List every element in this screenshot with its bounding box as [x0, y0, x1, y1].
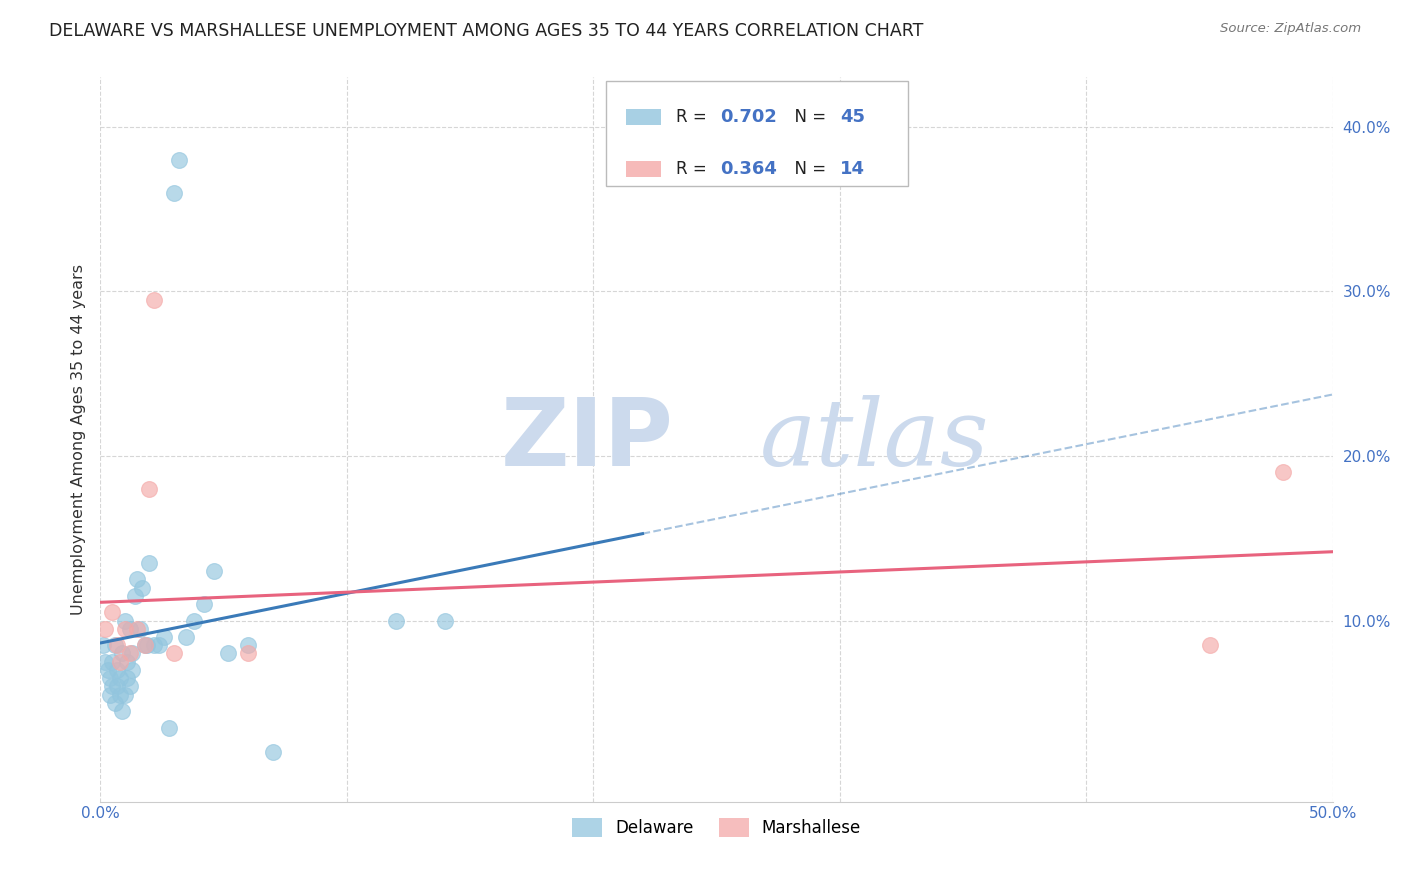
Point: [118, 622, 141, 636]
Point: [114, 688, 136, 702]
Point: [131, 581, 153, 595]
Text: ZIP: ZIP: [501, 393, 673, 485]
Point: [127, 622, 149, 636]
Point: [108, 688, 131, 702]
Point: [136, 638, 159, 652]
Point: [98, 688, 121, 702]
Point: [163, 186, 186, 200]
Legend: Delaware, Marshallese: Delaware, Marshallese: [565, 812, 868, 844]
Point: [111, 647, 134, 661]
Point: [91, 638, 114, 652]
Point: [153, 630, 176, 644]
Point: [434, 614, 457, 628]
FancyBboxPatch shape: [606, 81, 907, 186]
Point: [101, 605, 124, 619]
Bar: [627, 161, 661, 178]
Point: [176, 630, 198, 644]
Point: [108, 671, 131, 685]
Text: R =: R =: [676, 108, 711, 127]
Text: 0.364: 0.364: [720, 161, 778, 178]
Y-axis label: Unemployment Among Ages 35 to 44 years: Unemployment Among Ages 35 to 44 years: [72, 264, 86, 615]
Point: [385, 614, 408, 628]
Point: [108, 655, 131, 669]
Text: Source: ZipAtlas.com: Source: ZipAtlas.com: [1220, 22, 1361, 36]
Point: [94, 655, 117, 669]
Point: [105, 663, 128, 677]
Bar: [627, 110, 661, 125]
Point: [138, 556, 160, 570]
Text: DELAWARE VS MARSHALLESE UNEMPLOYMENT AMONG AGES 35 TO 44 YEARS CORRELATION CHART: DELAWARE VS MARSHALLESE UNEMPLOYMENT AMO…: [49, 22, 924, 40]
Point: [143, 638, 166, 652]
Point: [262, 745, 284, 759]
Text: atlas: atlas: [759, 394, 988, 484]
Point: [101, 679, 124, 693]
Point: [114, 614, 136, 628]
Point: [183, 614, 205, 628]
Point: [105, 638, 128, 652]
Point: [94, 622, 117, 636]
Point: [98, 671, 121, 685]
Point: [163, 647, 186, 661]
Point: [134, 638, 156, 652]
Point: [143, 293, 166, 307]
Text: 45: 45: [839, 108, 865, 127]
Point: [117, 655, 139, 669]
Point: [111, 704, 134, 718]
Point: [167, 153, 190, 167]
Point: [101, 655, 124, 669]
Point: [1198, 638, 1220, 652]
Point: [118, 647, 141, 661]
Point: [134, 638, 156, 652]
Point: [104, 696, 127, 710]
Point: [96, 663, 118, 677]
Point: [118, 679, 141, 693]
Point: [114, 622, 136, 636]
Text: N =: N =: [785, 108, 831, 127]
Point: [148, 638, 170, 652]
Point: [128, 622, 150, 636]
Point: [121, 663, 143, 677]
Point: [124, 589, 146, 603]
Text: N =: N =: [785, 161, 831, 178]
Point: [127, 573, 149, 587]
Point: [217, 647, 239, 661]
Point: [117, 671, 139, 685]
Point: [193, 597, 215, 611]
Text: 14: 14: [839, 161, 865, 178]
Point: [1272, 466, 1295, 480]
Point: [121, 647, 143, 661]
Point: [157, 721, 180, 735]
Point: [105, 679, 128, 693]
Text: R =: R =: [676, 161, 711, 178]
Point: [236, 638, 259, 652]
Text: 0.702: 0.702: [720, 108, 778, 127]
Point: [236, 647, 259, 661]
Point: [104, 638, 127, 652]
Point: [138, 482, 160, 496]
Point: [202, 564, 225, 578]
